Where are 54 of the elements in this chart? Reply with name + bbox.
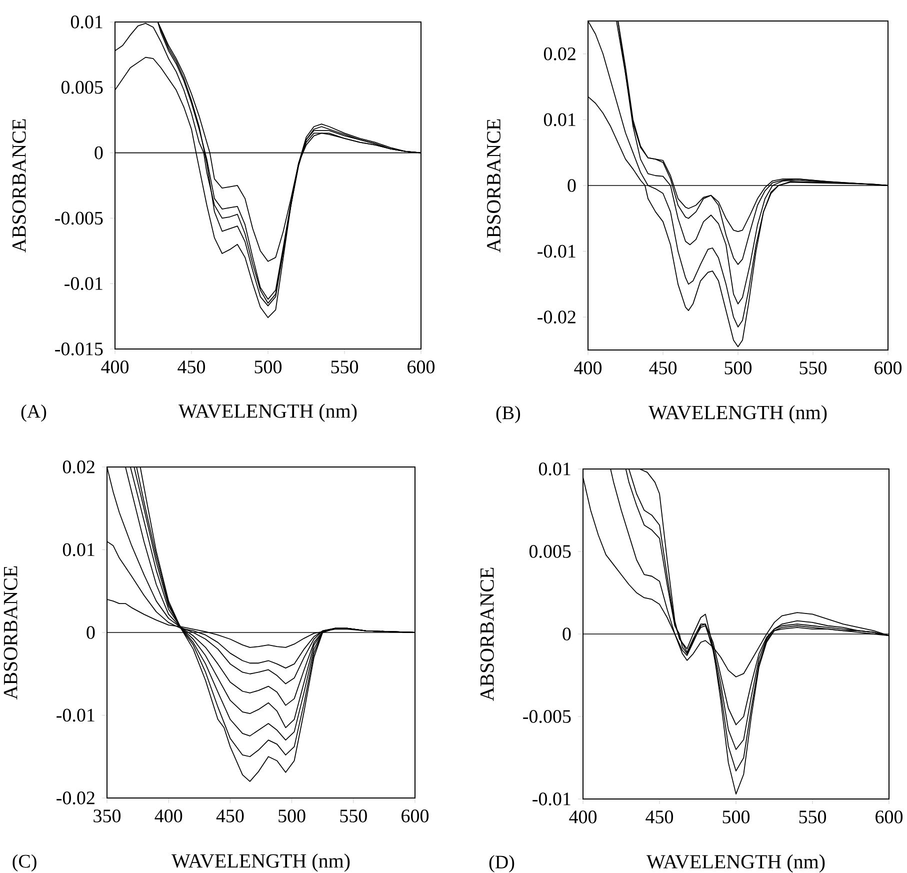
y-tick-label: 0.005 <box>61 80 103 94</box>
x-tick-label: 450 <box>646 810 674 824</box>
x-tick-label: 450 <box>178 360 206 374</box>
y-tick-label: 0.01 <box>62 543 94 556</box>
x-tick-label: 550 <box>800 362 827 374</box>
y-tick-label: -0.01 <box>538 244 576 258</box>
text: (C) <box>12 854 36 872</box>
y-tick-label: -0.005 <box>55 212 103 225</box>
x-tick-label: 600 <box>408 360 435 374</box>
x-tick-label: 400 <box>574 362 602 374</box>
x-tick-label: 600 <box>402 810 429 822</box>
y-tick-label: 0 <box>562 628 571 640</box>
x-tick-label: 500 <box>724 362 752 374</box>
text: (B) <box>496 406 520 424</box>
y-tick-label: -0.015 <box>55 342 103 356</box>
x-tick-label: 500 <box>722 810 750 824</box>
x-axis-title: WAVELENGTH (nm) <box>646 854 825 873</box>
text: (A) <box>21 404 46 422</box>
y-axis-title: ABSORBANCE <box>480 568 494 702</box>
y-axis-title: ABSORBANCE <box>487 119 500 253</box>
x-tick-label: 400 <box>101 360 129 374</box>
x-tick-label: 450 <box>649 362 677 374</box>
y-tick-label: 0.02 <box>62 460 94 474</box>
y-tick-label: 0 <box>94 146 103 160</box>
y-tick-label: 0 <box>568 179 576 192</box>
x-axis-title: WAVELENGTH (nm) <box>648 405 827 424</box>
y-tick-label: 0.01 <box>544 113 576 126</box>
y-tick-label: -0.01 <box>56 708 94 722</box>
y-tick-label: -0.02 <box>538 310 576 324</box>
y-tick-label: 0.005 <box>529 545 571 558</box>
x-tick-label: 550 <box>331 360 358 374</box>
y-tick-label: 0.01 <box>538 462 570 476</box>
x-tick-label: 450 <box>216 810 244 822</box>
x-tick-label: 350 <box>94 810 121 822</box>
x-tick-label: 500 <box>278 810 306 822</box>
y-axis-title: ABSORBANCE <box>4 566 18 700</box>
y-tick-label: 0.02 <box>544 47 576 60</box>
y-tick-label: 0 <box>86 626 95 639</box>
x-tick-label: 400 <box>569 810 597 824</box>
text: (D) <box>489 855 514 872</box>
x-tick-label: 400 <box>154 810 182 822</box>
y-tick-label: -0.01 <box>532 792 570 806</box>
x-tick-label: 550 <box>799 810 826 824</box>
y-tick-label: -0.01 <box>64 277 102 290</box>
y-tick-label: -0.005 <box>523 710 571 723</box>
y-tick-label: 0.01 <box>70 16 102 28</box>
y-axis-title: ABSORBANCE <box>12 119 26 253</box>
x-tick-label: 500 <box>254 360 282 374</box>
x-tick-label: 550 <box>340 810 367 822</box>
x-axis-title: WAVELENGTH (nm) <box>171 854 350 872</box>
x-tick-label: 600 <box>874 362 902 374</box>
y-tick-label: -0.02 <box>56 792 94 804</box>
x-tick-label: 600 <box>876 810 903 824</box>
x-axis-title: WAVELENGTH (nm) <box>178 404 357 422</box>
